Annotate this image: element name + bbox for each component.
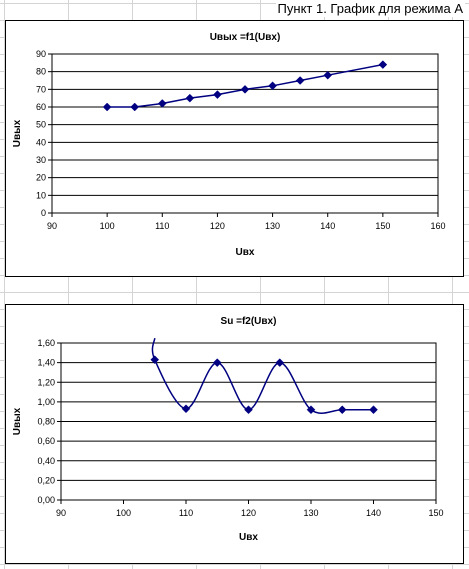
y-tick-label: 50 — [36, 120, 46, 130]
x-tick-label: 150 — [375, 221, 390, 231]
x-tick-label: 130 — [303, 508, 318, 518]
chart-title: Su =f2(Uвх) — [221, 316, 277, 327]
data-point — [369, 405, 378, 415]
y-axis-label: Uвых — [12, 407, 23, 435]
data-point — [185, 93, 195, 103]
data-point — [157, 99, 167, 108]
x-tick-label: 100 — [116, 508, 131, 518]
x-tick-label: 140 — [366, 508, 381, 518]
y-tick-label: 40 — [36, 137, 46, 147]
x-axis-label: Uвх — [239, 532, 258, 543]
y-tick-label: 30 — [36, 155, 46, 165]
y-tick-label: 1,00 — [37, 397, 55, 407]
x-tick-label: 110 — [155, 221, 169, 231]
plot-area — [51, 53, 439, 214]
x-tick-label: 130 — [265, 221, 280, 231]
data-point — [323, 70, 333, 80]
series-line — [107, 63, 383, 108]
y-tick-label: 1,20 — [37, 377, 55, 387]
y-tick-label: 0,00 — [37, 495, 55, 505]
y-tick-label: 20 — [36, 173, 46, 183]
y-tick-label: 70 — [36, 84, 46, 94]
y-tick-label: 0,80 — [37, 417, 55, 427]
y-tick-label: 0,60 — [37, 436, 55, 446]
chart-su-svg: Su =f2(Uвх) 0,00 0,20 0,40 0,60 0,80 1,00 1,20 1… — [12, 316, 444, 543]
x-tick-label: 120 — [210, 221, 225, 231]
chart-su-vs-uin[interactable]: Su =f2(Uвх) 0,00 0,20 0,40 0,60 0,80 1,00 1,20 1… — [5, 304, 464, 564]
y-tick-label: 10 — [36, 190, 46, 200]
y-tick-label: 90 — [36, 49, 46, 59]
data-point — [275, 358, 285, 367]
data-point — [306, 405, 316, 415]
data-point — [212, 358, 222, 367]
x-tick-label: 140 — [320, 221, 335, 231]
y-tick-label: 0,40 — [37, 456, 55, 466]
y-tick-label: 1,60 — [37, 338, 55, 348]
x-axis-label: Uвх — [236, 247, 255, 258]
data-point — [268, 81, 277, 91]
data-point — [378, 60, 388, 69]
data-point — [244, 405, 253, 415]
chart-title: Uвых =f1(Uвх) — [210, 32, 281, 43]
x-tick-label: 90 — [56, 508, 66, 518]
data-point — [150, 355, 160, 365]
y-tick-label: 0 — [41, 208, 46, 218]
x-tick-label: 120 — [241, 508, 256, 518]
sheet-header: Пункт 1. График для режима А — [275, 0, 465, 17]
data-point — [240, 84, 250, 94]
data-point — [213, 90, 222, 99]
y-axis-label: Uвых — [12, 119, 23, 147]
chart-uout-vs-uin[interactable]: Uвых =f1(Uвх) 0 10 20 30 40 50 60 70 80 90 90 100 110… — [5, 20, 464, 277]
data-point — [130, 102, 140, 112]
chart-uout-svg: Uвых =f1(Uвх) 0 10 20 30 40 50 60 70 80 90 90 100 110… — [12, 32, 446, 258]
y-tick-label: 60 — [36, 102, 46, 112]
data-point — [337, 405, 347, 415]
y-tick-label: 1,40 — [37, 358, 55, 368]
data-point — [181, 404, 191, 414]
x-tick-label: 150 — [428, 508, 443, 518]
data-point — [102, 102, 112, 112]
y-tick-label: 0,20 — [37, 475, 55, 485]
data-point — [295, 76, 305, 85]
x-tick-label: 160 — [430, 221, 445, 231]
y-tick-label: 80 — [36, 67, 46, 77]
x-tick-label: 110 — [179, 508, 193, 518]
x-tick-label: 100 — [100, 221, 115, 231]
x-tick-label: 90 — [47, 221, 57, 231]
